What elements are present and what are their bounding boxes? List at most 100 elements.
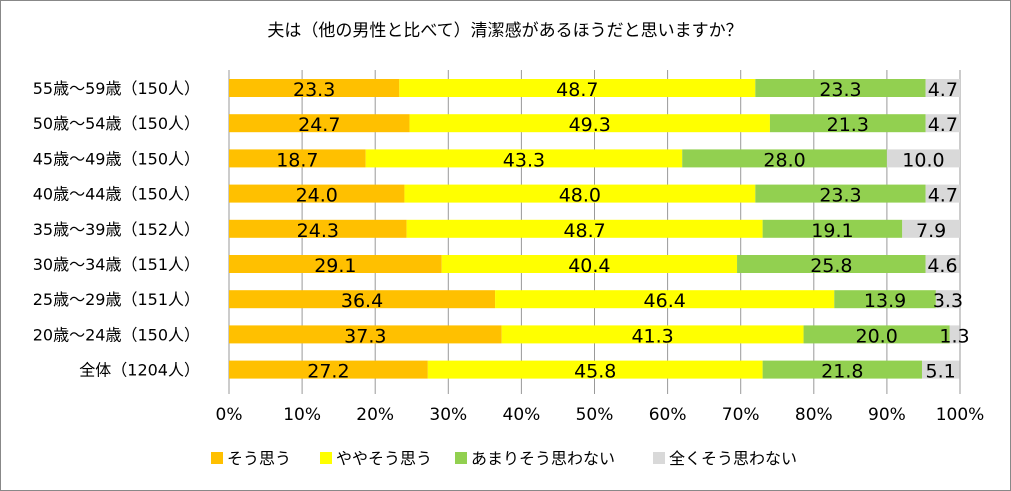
- legend-swatch: [653, 452, 665, 464]
- data-label: 40.4: [568, 255, 610, 277]
- bar-segment: [399, 79, 756, 97]
- legend-label: ややそう思う: [336, 449, 432, 468]
- data-label: 28.0: [763, 149, 805, 171]
- category-label: 55歳～59歳（150人）: [33, 79, 200, 98]
- bar-segment: [229, 219, 407, 238]
- data-label: 13.9: [864, 290, 906, 312]
- data-label: 48.0: [559, 185, 601, 207]
- x-tick-label: 40%: [503, 405, 541, 425]
- bar-segment: [406, 219, 763, 238]
- data-label: 4.7: [928, 114, 958, 136]
- category-label: 20歳～24歳（150人）: [33, 325, 200, 344]
- legend-swatch: [455, 452, 467, 464]
- data-label: 4.7: [928, 79, 958, 101]
- bar-segment: [229, 149, 366, 168]
- bar-segment: [902, 219, 960, 238]
- bar-segment: [229, 290, 496, 309]
- bar-segment: [925, 255, 960, 273]
- bar-segment: [682, 149, 887, 168]
- data-label: 1.3: [939, 325, 969, 347]
- data-label: 24.7: [298, 114, 340, 136]
- chart-title: 夫は（他の男性と比べて）清潔感があるほうだと思いますか？: [267, 21, 742, 41]
- x-tick-label: 90%: [868, 405, 906, 425]
- bar-segment: [803, 325, 950, 344]
- bar-segment: [365, 149, 683, 168]
- legend-label: そう思う: [227, 449, 291, 468]
- data-label: 20.0: [856, 325, 898, 347]
- data-label: 24.0: [296, 185, 338, 207]
- data-label: 18.7: [276, 149, 318, 171]
- x-tick-label: 30%: [429, 405, 467, 425]
- bar-segment: [229, 325, 502, 344]
- category-label: 25歳～29歳（151人）: [33, 290, 200, 309]
- legend-label: あまりそう思わない: [471, 449, 615, 468]
- bar-segment: [737, 255, 926, 273]
- bar-segment: [229, 184, 405, 203]
- data-label: 45.8: [574, 361, 616, 383]
- data-label: 10.0: [902, 149, 944, 171]
- data-label: 4.6: [927, 255, 957, 277]
- category-label: 35歳～39歳（152人）: [33, 220, 200, 239]
- bar-segment: [921, 360, 960, 379]
- legend-swatch: [211, 452, 223, 464]
- x-tick-label: 70%: [722, 405, 760, 425]
- category-label: 40歳～44歳（150人）: [33, 185, 200, 204]
- bar-segment: [762, 219, 903, 238]
- data-label: 21.3: [827, 114, 869, 136]
- bar-segment: [409, 114, 770, 133]
- data-label: 48.7: [563, 220, 605, 242]
- data-label: 24.3: [297, 220, 339, 242]
- bar-segment: [935, 290, 960, 309]
- bar-segment: [925, 79, 960, 97]
- category-label: 全体（1204人）: [79, 361, 200, 380]
- x-tick-label: 20%: [356, 405, 394, 425]
- data-label: 43.3: [503, 149, 545, 171]
- bar-segment: [925, 114, 960, 133]
- data-label: 21.8: [821, 361, 863, 383]
- x-tick-label: 10%: [283, 405, 321, 425]
- data-label: 41.3: [631, 325, 673, 347]
- data-label: 5.1: [926, 361, 956, 383]
- data-label: 36.4: [341, 290, 383, 312]
- bar-segment: [886, 149, 960, 168]
- legend-label: 全くそう思わない: [669, 449, 797, 468]
- bar-segment: [229, 360, 428, 379]
- data-label: 3.3: [933, 290, 963, 312]
- bar-segment: [925, 184, 960, 203]
- data-label: 7.9: [916, 220, 946, 242]
- bar-segment: [229, 79, 400, 97]
- category-label: 45歳～49歳（150人）: [33, 149, 200, 168]
- data-label: 49.3: [569, 114, 611, 136]
- x-tick-label: 100%: [936, 405, 985, 425]
- data-label: 19.1: [811, 220, 853, 242]
- legend-swatch: [320, 452, 332, 464]
- data-label: 29.1: [314, 255, 356, 277]
- x-tick-label: 60%: [649, 405, 687, 425]
- data-label: 25.8: [810, 255, 852, 277]
- data-label: 27.2: [307, 361, 349, 383]
- bar-segment: [441, 255, 738, 273]
- data-label: 37.3: [344, 325, 386, 347]
- bar-segment: [404, 184, 756, 203]
- bar-segment: [949, 325, 960, 344]
- x-tick-label: 50%: [576, 405, 614, 425]
- bar-segment: [495, 290, 835, 309]
- bar-segment: [229, 114, 410, 133]
- bar-segment: [755, 79, 926, 97]
- bar-segment: [427, 360, 763, 379]
- bar-segment: [229, 255, 442, 273]
- category-label: 30歳～34歳（151人）: [33, 255, 200, 274]
- bar-segment: [755, 184, 926, 203]
- bar-segment: [762, 360, 922, 379]
- bar-segment: [769, 114, 926, 133]
- data-label: 46.4: [644, 290, 686, 312]
- x-tick-label: 80%: [795, 405, 833, 425]
- data-label: 4.7: [928, 185, 958, 207]
- data-label: 23.3: [819, 79, 861, 101]
- data-label: 23.3: [819, 185, 861, 207]
- data-label: 23.3: [293, 79, 335, 101]
- data-label: 48.7: [556, 79, 598, 101]
- category-label: 50歳～54歳（150人）: [33, 114, 200, 133]
- bar-segment: [834, 290, 936, 309]
